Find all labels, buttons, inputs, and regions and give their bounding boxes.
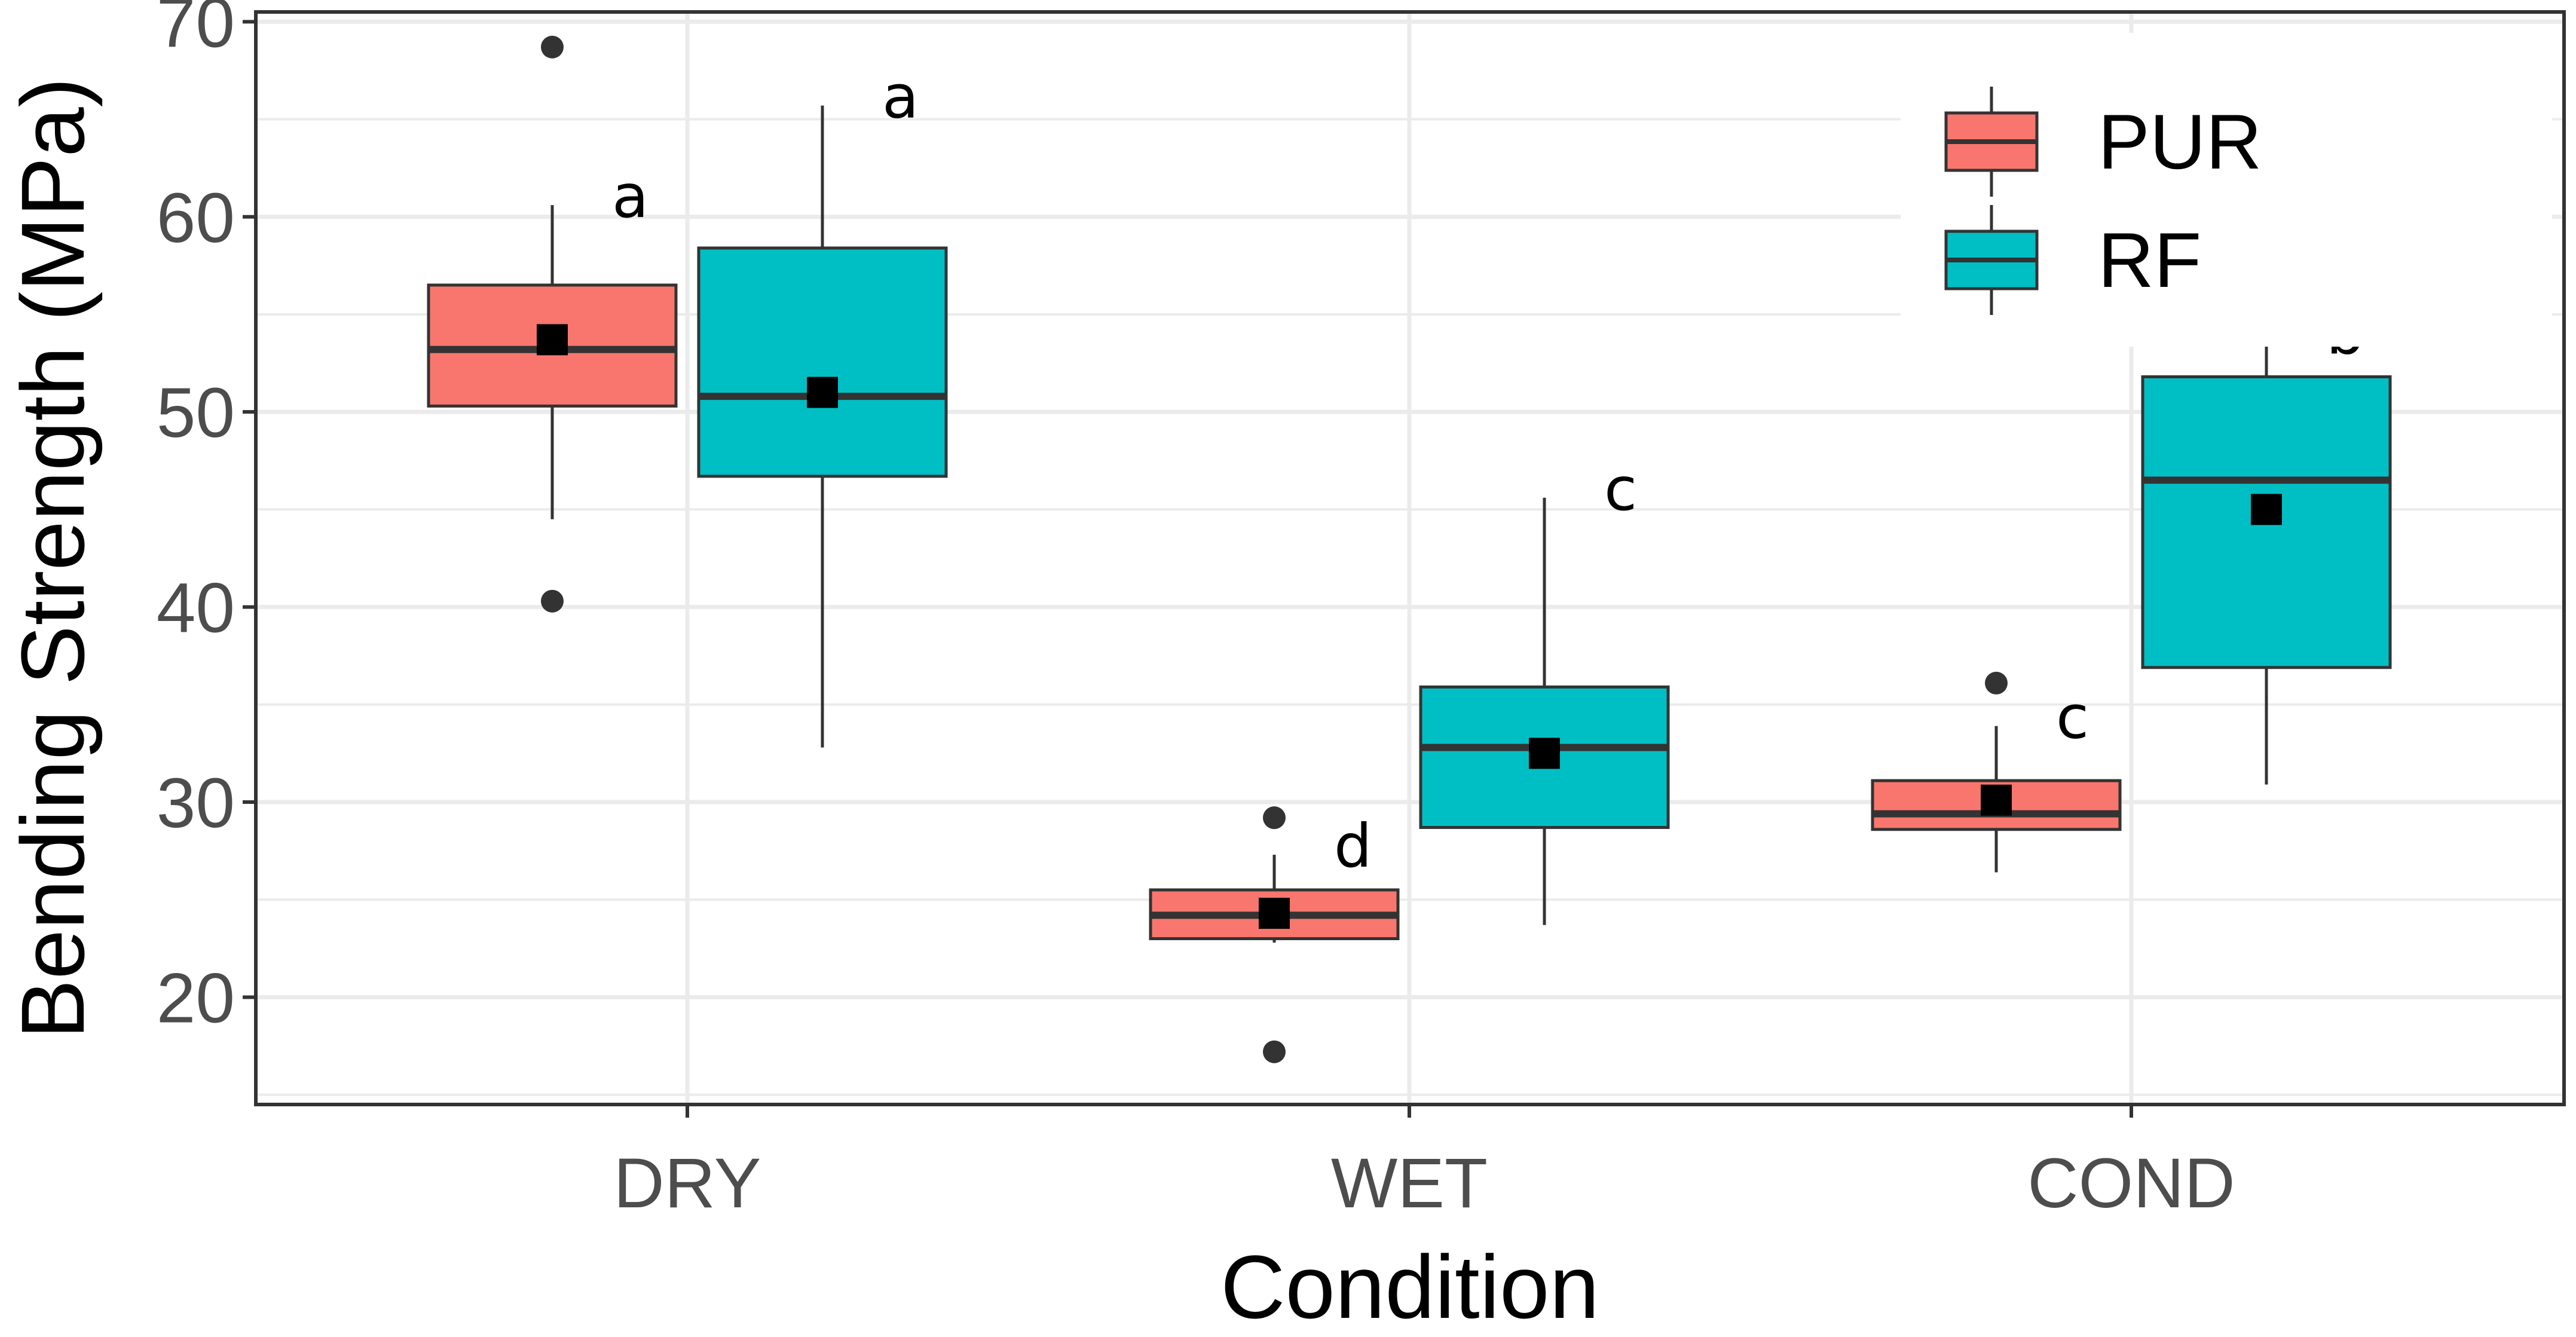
y-tick-label: 70 (157, 0, 235, 62)
box-plots: adcacb (427, 35, 2392, 1063)
y-axis-title: Bending Strength (MPa) (2, 77, 103, 1039)
box-pur-wet: d (1149, 806, 1400, 1063)
y-tick-label: 60 (157, 179, 235, 258)
mean-marker (2251, 494, 2282, 525)
y-tick-label: 30 (157, 764, 235, 843)
legend-item-rf: RF (1944, 205, 2201, 315)
y-tick-label: 40 (157, 569, 235, 648)
x-axis-ticks: DRY WET COND (613, 1105, 2235, 1223)
significance-letter: a (612, 161, 648, 231)
box-rf-wet: c (1419, 454, 1670, 925)
mean-marker (1529, 738, 1560, 769)
significance-letter: d (1334, 811, 1372, 881)
box-pur-dry: a (427, 35, 678, 613)
x-tick-label: WET (1331, 1144, 1488, 1223)
significance-letter: a (882, 62, 919, 132)
x-tick-label: COND (2027, 1144, 2235, 1223)
mean-marker (537, 324, 568, 356)
box-body (697, 246, 948, 478)
mean-marker (1259, 898, 1290, 929)
outlier-point (1263, 1040, 1286, 1063)
legend: PUR RF (1901, 33, 2552, 347)
mean-marker (807, 377, 838, 408)
legend-background (1901, 33, 2552, 347)
outlier-point (541, 35, 564, 59)
x-axis-title: Condition (1220, 1237, 1599, 1337)
y-axis-ticks: 20 30 40 50 60 70 (157, 0, 256, 1038)
y-tick-label: 20 (157, 959, 235, 1038)
legend-item-pur: PUR (1944, 87, 2262, 197)
legend-label: RF (2098, 216, 2201, 304)
box-rf-dry: a (697, 62, 948, 748)
legend-label: PUR (2098, 98, 2262, 185)
significance-letter: c (1604, 454, 1637, 524)
outlier-point (541, 589, 564, 613)
mean-marker (1981, 784, 2012, 816)
box-rf-cond: b (2141, 298, 2392, 785)
box-pur-cond: c (1871, 671, 2122, 873)
outlier-point (1263, 806, 1286, 830)
significance-letter: c (2056, 683, 2089, 752)
outlier-point (1985, 671, 2008, 694)
x-tick-label: DRY (613, 1144, 761, 1223)
y-tick-label: 50 (157, 374, 235, 452)
